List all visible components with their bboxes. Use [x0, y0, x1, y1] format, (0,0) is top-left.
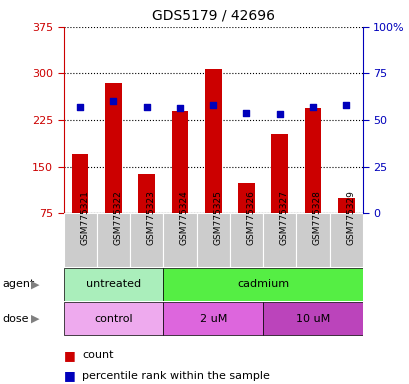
Bar	[329, 213, 362, 267]
Bar	[263, 302, 362, 335]
Text: GSM775322: GSM775322	[113, 190, 122, 245]
Bar	[63, 268, 163, 301]
Bar	[97, 213, 130, 267]
Bar	[204, 69, 221, 213]
Bar	[296, 213, 329, 267]
Point	[143, 104, 150, 110]
Bar	[337, 198, 354, 213]
Title: GDS5179 / 42696: GDS5179 / 42696	[151, 9, 274, 23]
Bar	[196, 213, 229, 267]
Text: GSM775325: GSM775325	[213, 190, 222, 245]
Bar	[130, 213, 163, 267]
Bar	[271, 134, 287, 213]
Text: count: count	[82, 350, 113, 360]
Text: control: control	[94, 314, 133, 324]
Point	[276, 111, 282, 118]
Text: ■: ■	[63, 349, 75, 362]
Bar	[105, 83, 121, 213]
Text: GSM775326: GSM775326	[246, 190, 255, 245]
Text: GSM775329: GSM775329	[345, 190, 354, 245]
Bar	[163, 213, 196, 267]
Bar	[138, 174, 155, 213]
Text: 10 uM: 10 uM	[295, 314, 329, 324]
Text: GSM775327: GSM775327	[279, 190, 288, 245]
Bar	[171, 111, 188, 213]
Bar	[304, 108, 321, 213]
Text: untreated: untreated	[85, 279, 141, 289]
Text: ■: ■	[63, 369, 75, 382]
Point	[243, 109, 249, 116]
Text: ▶: ▶	[31, 279, 39, 289]
Bar	[72, 154, 88, 213]
Text: cadmium: cadmium	[236, 279, 288, 289]
Text: GSM775321: GSM775321	[80, 190, 89, 245]
Bar	[263, 213, 296, 267]
Bar	[163, 302, 263, 335]
Point	[77, 104, 83, 110]
Text: GSM775328: GSM775328	[312, 190, 321, 245]
Text: percentile rank within the sample: percentile rank within the sample	[82, 371, 269, 381]
Bar	[163, 268, 362, 301]
Bar	[238, 183, 254, 213]
Point	[309, 104, 315, 110]
Bar	[229, 213, 263, 267]
Text: dose: dose	[2, 314, 29, 324]
Bar	[63, 213, 97, 267]
Text: GSM775324: GSM775324	[180, 190, 189, 245]
Point	[209, 102, 216, 108]
Point	[342, 102, 348, 108]
Bar	[63, 302, 163, 335]
Text: agent: agent	[2, 279, 34, 289]
Text: 2 uM: 2 uM	[199, 314, 226, 324]
Point	[176, 105, 183, 111]
Point	[110, 98, 117, 104]
Text: ▶: ▶	[31, 314, 39, 324]
Text: GSM775323: GSM775323	[146, 190, 155, 245]
